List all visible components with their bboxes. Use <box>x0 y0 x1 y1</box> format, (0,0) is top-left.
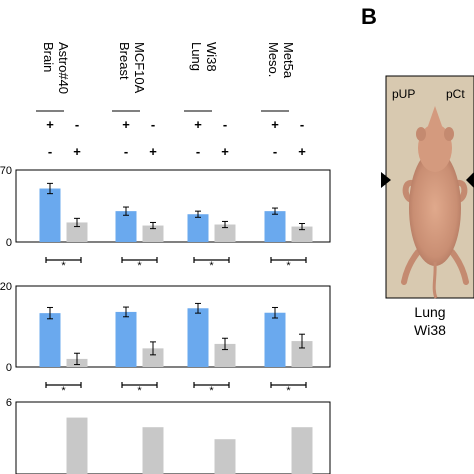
bar-middle-minus-breast <box>142 348 164 367</box>
header-lung-line-2: Wi38 <box>204 42 219 72</box>
condition-rows: + - + - + - + - - + - + - + - + <box>46 117 306 159</box>
panel-middle-frame <box>15 285 331 368</box>
condition-first-breast-left: + <box>122 117 130 132</box>
bar-bottom-minus-brain <box>66 417 88 474</box>
header-breast-line-1: Breast <box>117 42 132 80</box>
panel-top: 0 70 * * * * <box>0 165 331 272</box>
significance-star-middle-breast: * <box>137 385 142 397</box>
condition-second-meso-left: - <box>273 144 277 159</box>
cell-line-headers: Brain Astro#40 Breast MCF10A Lung Wi38 Meso. Me… <box>36 42 296 112</box>
chart-panels: 0 70 * * * * 0 20 * * * * 6 <box>0 165 331 474</box>
panel-middle: 0 20 * * * * <box>0 281 331 397</box>
significance-star-top-breast: * <box>137 260 142 272</box>
panel-middle-tick-20: 20 <box>0 281 12 293</box>
header-lung-line-1: Lung <box>189 42 204 71</box>
bar-middle-plus-lung <box>187 308 209 367</box>
panel-bottom: 6 <box>6 397 331 474</box>
header-meso-line-1: Meso. <box>266 42 281 77</box>
condition-first-lung-left: + <box>194 117 202 132</box>
panel-top-tick-0: 0 <box>6 237 12 249</box>
condition-second-lung-right: + <box>221 144 229 159</box>
bar-middle-plus-brain <box>39 313 61 367</box>
bar-top-minus-meso <box>291 226 313 242</box>
significance-star-middle-meso: * <box>286 385 291 397</box>
bar-top-plus-brain <box>39 188 61 242</box>
panel-bottom-tick-6: 6 <box>6 397 12 409</box>
left-arrow-marker <box>381 172 391 188</box>
condition-first-meso-right: - <box>300 117 304 132</box>
condition-second-breast-right: + <box>149 144 157 159</box>
header-breast-line-2: MCF10A <box>132 42 147 94</box>
significance-star-top-brain: * <box>61 260 66 272</box>
photo-frame <box>385 75 474 299</box>
photo-label-pup: pUP <box>392 87 415 101</box>
photo-label-pct: pCt <box>446 87 465 101</box>
bar-bottom-minus-breast <box>142 427 164 474</box>
mouse-photo: pUP pCt <box>381 75 474 299</box>
mouse-illustration <box>401 106 469 299</box>
panel-top-frame <box>15 169 331 243</box>
bar-middle-minus-meso <box>291 341 313 367</box>
header-meso-line-2: Met5a <box>281 42 296 79</box>
bar-bottom-minus-lung <box>214 439 236 474</box>
bar-top-plus-meso <box>264 211 286 242</box>
condition-first-breast-right: - <box>151 117 155 132</box>
significance-star-middle-lung: * <box>209 385 214 397</box>
condition-second-meso-right: + <box>298 144 306 159</box>
panel-a-chart: Brain Astro#40 Breast MCF10A Lung Wi38 Meso. Me… <box>0 42 331 474</box>
caption-line-1: Lung <box>414 304 445 320</box>
bar-top-plus-lung <box>187 214 209 242</box>
panel-bottom-frame <box>15 401 331 474</box>
bar-top-minus-brain <box>66 222 88 242</box>
condition-second-lung-left: - <box>196 144 200 159</box>
condition-first-lung-right: - <box>223 117 227 132</box>
significance-star-top-lung: * <box>209 260 214 272</box>
panel-top-tick-70: 70 <box>0 165 12 177</box>
bar-middle-plus-meso <box>264 312 286 367</box>
header-brain-line-1: Brain <box>41 42 56 72</box>
condition-first-meso-left: + <box>271 117 279 132</box>
significance-star-top-meso: * <box>286 260 291 272</box>
panel-b: B pUP pCt Lung Wi38 <box>361 4 474 338</box>
condition-second-breast-left: - <box>124 144 128 159</box>
condition-first-brain-left: + <box>46 117 54 132</box>
bar-middle-plus-breast <box>115 311 137 367</box>
significance-star-middle-brain: * <box>61 385 66 397</box>
header-brain-line-2: Astro#40 <box>56 42 71 94</box>
caption-line-2: Wi38 <box>414 322 446 338</box>
bar-top-minus-lung <box>214 224 236 242</box>
bar-top-minus-breast <box>142 225 164 242</box>
bar-top-plus-breast <box>115 211 137 242</box>
bar-bottom-minus-meso <box>291 427 313 474</box>
right-arrow-marker <box>466 172 474 188</box>
condition-second-brain-left: - <box>48 144 52 159</box>
bar-middle-minus-lung <box>214 343 236 367</box>
panel-letter-b: B <box>361 4 377 29</box>
condition-first-brain-right: - <box>75 117 79 132</box>
condition-second-brain-right: + <box>73 144 81 159</box>
panel-middle-tick-0: 0 <box>6 362 12 374</box>
